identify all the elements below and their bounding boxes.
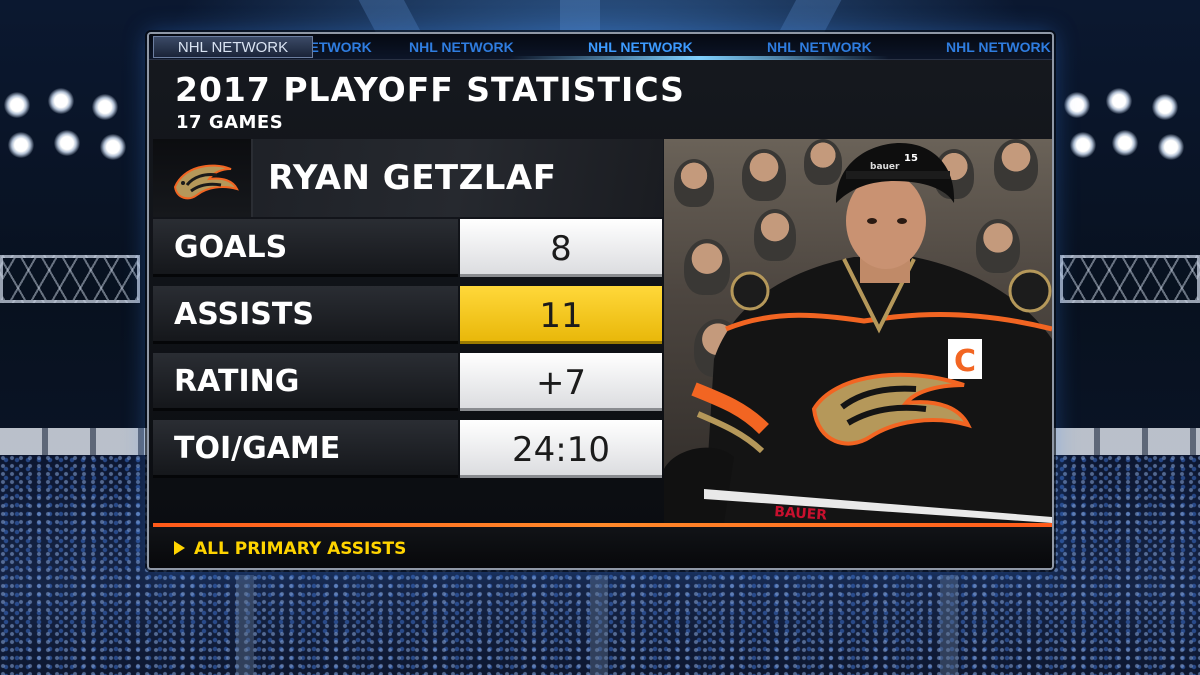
stick-brand: BAUER — [774, 504, 828, 523]
team-logo-box — [153, 139, 253, 217]
stat-label: ASSISTS — [174, 297, 314, 332]
dasher-board-left — [0, 428, 150, 456]
stat-value: +7 — [535, 363, 587, 403]
stat-label: RATING — [174, 364, 300, 399]
ticker-glow — [509, 56, 889, 60]
helmet-number: 15 — [904, 153, 918, 164]
stat-row-goals: GOALS 8 — [153, 219, 662, 277]
network-tab-label: NHL NETWORK — [177, 39, 289, 56]
ticker-item: NHL NETWORK — [946, 39, 1051, 55]
aisle — [590, 575, 608, 675]
graphic-title: 2017 PLAYOFF STATISTICS — [175, 70, 685, 109]
ticker-item: NHL NETWORK — [588, 39, 693, 55]
player-photo: C BAUER 15 bauer — [664, 139, 1052, 523]
footer-note: ALL PRIMARY ASSISTS — [194, 539, 407, 559]
arena-lights-right — [1060, 88, 1200, 168]
network-ticker: NHL NETWORK NHL NETWORK NHL NETWORK NHL … — [149, 34, 1052, 60]
stat-row-toi: TOI/GAME 24:10 — [153, 420, 662, 478]
dasher-board-right — [1052, 428, 1200, 456]
ticker-item: NHL NETWORK — [767, 39, 872, 55]
anaheim-ducks-logo-icon — [173, 164, 239, 200]
stat-value-highlight: 11 — [460, 286, 662, 344]
player-name-bar: RYAN GETZLAF — [153, 139, 663, 217]
network-tab: NHL NETWORK — [153, 36, 313, 58]
player-name: RYAN GETZLAF — [268, 158, 557, 198]
aisle — [236, 575, 254, 675]
truss-right — [1060, 255, 1200, 303]
stat-row-assists: ASSISTS 11 — [153, 286, 662, 344]
truss-left — [0, 255, 140, 303]
stat-value: 8 — [550, 229, 572, 269]
graphic-subtitle: 17 GAMES — [176, 112, 284, 133]
stat-label: GOALS — [174, 230, 288, 265]
stats-graphic-panel: NHL NETWORK NHL NETWORK NHL NETWORK NHL … — [147, 32, 1054, 570]
player-figure: C BAUER 15 bauer — [664, 143, 1052, 523]
arena-lights-left — [0, 88, 140, 168]
aisle — [940, 575, 958, 675]
stat-row-rating: RATING +7 — [153, 353, 662, 411]
captain-c: C — [954, 344, 976, 379]
stat-value: 24:10 — [512, 430, 610, 470]
stat-value: 11 — [539, 296, 583, 336]
stat-label: TOI/GAME — [174, 431, 341, 466]
footer-bar: ALL PRIMARY ASSISTS — [149, 527, 1052, 568]
helmet-brand: bauer — [870, 162, 900, 172]
orange-divider — [153, 523, 1052, 527]
ticker-item: NHL NETWORK — [409, 39, 514, 55]
play-arrow-icon — [174, 541, 185, 555]
